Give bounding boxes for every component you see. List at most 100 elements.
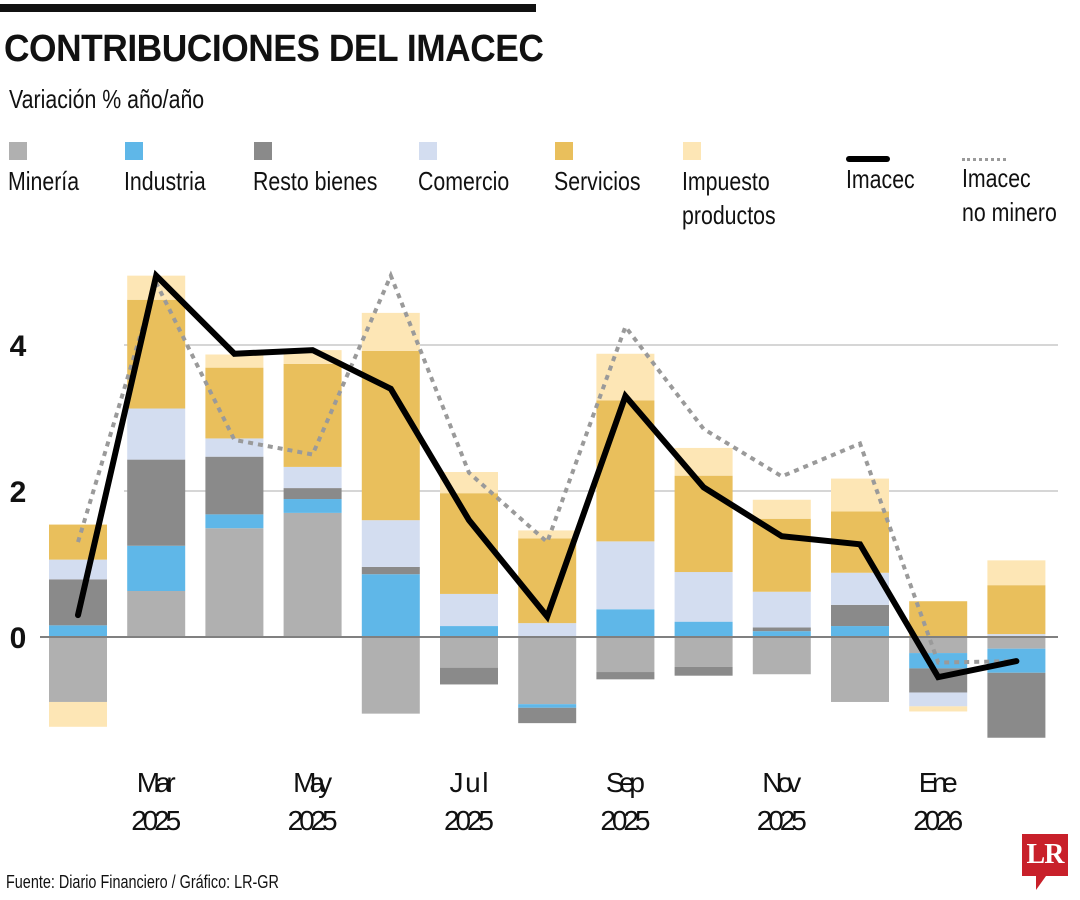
x-tick-label-year-5: 2025	[444, 805, 494, 836]
bar-segment-comercio-5	[440, 593, 498, 627]
legend-label-servicios: Servicios	[554, 166, 641, 196]
bar-segment-resto-5	[440, 667, 498, 685]
bar-segment-resto-1	[127, 459, 186, 546]
legend-label-mineria: Minería	[8, 166, 80, 196]
bar-segment-servicios-8	[674, 475, 733, 573]
y-tick-label-4: 4	[10, 330, 27, 363]
bar-segment-servicios-3	[283, 363, 342, 467]
x-tick-label-year-3: 2025	[288, 805, 338, 836]
bar-segment-comercio-4	[361, 520, 420, 567]
bar-segment-mineria-0	[49, 637, 107, 702]
bar-segment-mineria-10	[831, 637, 889, 702]
bar-segment-resto-4	[361, 566, 420, 575]
line-no_minero	[76, 270, 1017, 665]
bar-segment-mineria-9	[752, 637, 811, 675]
bar-segment-comercio-11	[909, 692, 968, 707]
bar-segment-impuesto-10	[831, 478, 889, 512]
bar-segment-mineria-12	[987, 637, 1046, 649]
bar-segment-industria-7	[596, 609, 655, 637]
bar-segment-mineria-3	[283, 512, 342, 637]
bar-segment-comercio-0	[49, 559, 107, 580]
lr-logo-tail	[1036, 876, 1046, 890]
bar-segment-impuesto-12	[987, 560, 1046, 586]
x-tick-label-month-11: Ene	[919, 767, 958, 798]
bar-segment-resto-6	[518, 707, 577, 724]
legend-item-impuesto: Impuesto productos	[682, 142, 796, 232]
bar-segment-impuesto-0	[49, 701, 107, 727]
bar-segment-servicios-7	[596, 400, 655, 542]
legend-line-imacec	[846, 156, 890, 162]
chart-title: CONTRIBUCIONES DEL IMACEC	[4, 28, 544, 70]
x-tick-label-month-1: Mar	[137, 767, 176, 798]
bar-segment-industria-0	[49, 625, 107, 637]
x-tick-label-month-7: Sep	[606, 767, 645, 798]
bar-segment-comercio-12	[987, 634, 1046, 637]
x-tick-label-month-5: Jul	[450, 767, 489, 798]
bar-segment-industria-2	[205, 514, 264, 529]
legend-label-imacec: Imacec	[846, 164, 915, 194]
bar-segment-industria-1	[127, 545, 186, 592]
legend-item-no_minero: Imacec no minero	[962, 142, 1078, 229]
line-imacec	[75, 269, 1020, 681]
legend-label-no_minero: Imacec no minero	[962, 163, 1057, 227]
x-tick-label-year-11: 2026	[913, 805, 963, 836]
bar-segment-mineria-6	[518, 637, 577, 705]
legend-item-servicios: Servicios	[554, 142, 659, 198]
bar-segment-industria-4	[361, 574, 420, 637]
legend-label-comercio: Comercio	[418, 166, 510, 196]
x-tick-label-year-7: 2025	[600, 805, 650, 836]
legend-line-no_minero	[962, 158, 1006, 161]
legend-swatch-servicios	[555, 142, 573, 160]
bar-segment-comercio-2	[205, 438, 264, 457]
bar-segment-resto-10	[831, 604, 889, 627]
bar-segment-resto-7	[596, 672, 655, 680]
bar-segment-resto-9	[752, 627, 811, 632]
bar-segment-comercio-9	[752, 591, 811, 628]
legend-label-resto: Resto bienes	[253, 166, 378, 196]
bar-segment-servicios-11	[909, 601, 968, 637]
legend-swatch-comercio	[419, 142, 437, 160]
bar-segment-industria-8	[674, 621, 733, 637]
legend-swatch-resto	[254, 142, 272, 160]
x-tick-label-month-3: May	[293, 767, 332, 798]
legend-item-imacec: Imacec	[846, 142, 930, 196]
bar-segment-impuesto-11	[909, 706, 968, 712]
bar-segment-mineria-4	[361, 637, 420, 714]
bar-segment-servicios-9	[752, 518, 811, 592]
y-tick-label-2: 2	[10, 476, 27, 509]
bar-segment-comercio-1	[127, 408, 186, 460]
bar-segment-resto-8	[674, 666, 733, 676]
lr-logo: LR	[1022, 834, 1068, 876]
chart-plot: 0 2 4 Mar 2025 May 2025 Jul 2025 Sep 2025 Nov 2025 En…	[10, 269, 1058, 836]
bar-segment-comercio-6	[518, 623, 577, 637]
bar-segment-industria-3	[283, 499, 342, 513]
legend-item-comercio: Comercio	[418, 142, 529, 198]
bar-segment-servicios-12	[987, 585, 1046, 635]
source-note: Fuente: Diario Financiero / Gráfico: LR-…	[6, 872, 279, 892]
bar-segment-impuesto-6	[518, 530, 577, 539]
legend-swatch-mineria	[9, 142, 27, 160]
bar-segment-resto-12	[987, 672, 1046, 738]
legend-swatch-industria	[125, 142, 143, 160]
legend-item-industria: Industria	[124, 142, 224, 198]
legend-label-industria: Industria	[124, 166, 206, 196]
bar-segment-resto-2	[205, 456, 264, 515]
bar-segment-comercio-8	[674, 572, 733, 622]
bar-segment-mineria-5	[440, 637, 498, 668]
bar-segment-industria-6	[518, 704, 577, 708]
bar-segment-mineria-8	[674, 637, 733, 667]
bar-segment-mineria-7	[596, 637, 655, 673]
legend-swatch-impuesto	[683, 142, 701, 160]
bar-segment-mineria-2	[205, 528, 264, 637]
bar-segment-mineria-1	[127, 591, 186, 637]
chart-subtitle: Variación % año/año	[9, 84, 205, 114]
x-tick-label-month-9: Nov	[762, 767, 801, 798]
bar-segment-impuesto-2	[205, 354, 264, 368]
y-tick-label-0: 0	[10, 622, 27, 655]
x-tick-label-year-1: 2025	[131, 805, 181, 836]
bar-segment-comercio-7	[596, 541, 655, 610]
legend-item-resto: Resto bienes	[253, 142, 405, 198]
bar-segment-industria-5	[440, 626, 498, 637]
bar-segment-industria-10	[831, 626, 889, 637]
legend-item-mineria: Minería	[8, 142, 95, 198]
